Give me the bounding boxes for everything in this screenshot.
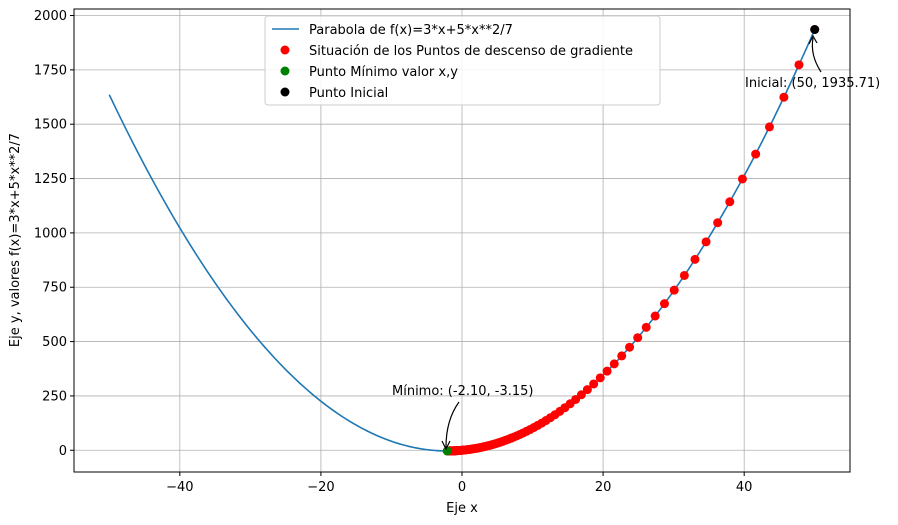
y-tick-label: 1250 bbox=[34, 172, 67, 187]
descent-point bbox=[625, 342, 635, 352]
legend-label-initial: Punto Inicial bbox=[309, 86, 388, 101]
y-tick-label: 0 bbox=[59, 444, 67, 459]
legend-label-descent-points: Situación de los Puntos de descenso de g… bbox=[309, 44, 633, 59]
descent-point bbox=[679, 270, 689, 280]
descent-point bbox=[609, 359, 619, 369]
minimum-point bbox=[442, 446, 452, 456]
descent-point bbox=[589, 379, 599, 389]
annotation-minimum-text: Mínimo: (-2.10, -3.15) bbox=[392, 384, 534, 399]
annotation-initial-arrow bbox=[811, 37, 822, 73]
y-axis-label: Eje y, valores f(x)=3*x+5*x**2/7 bbox=[8, 133, 23, 347]
descent-point bbox=[602, 366, 612, 376]
y-tick-label: 250 bbox=[42, 389, 67, 404]
x-tick-label: 40 bbox=[736, 480, 753, 495]
annotation-initial: Inicial: (50, 1935.71) bbox=[745, 34, 880, 91]
annotation-minimum-arrow bbox=[445, 401, 460, 448]
descent-point bbox=[595, 373, 605, 383]
legend-swatch-minimum bbox=[280, 66, 290, 76]
x-tick-label: 20 bbox=[595, 480, 612, 495]
descent-point bbox=[641, 322, 651, 332]
descent-point bbox=[617, 351, 627, 361]
annotation-initial-text: Inicial: (50, 1935.71) bbox=[745, 76, 880, 91]
legend-box bbox=[264, 15, 661, 106]
legend-label-parabola: Parabola de f(x)=3*x+5*x**2/7 bbox=[309, 23, 513, 38]
x-axis-label: Eje x bbox=[446, 501, 478, 516]
descent-point bbox=[779, 92, 789, 102]
annotation-initial-arrowhead bbox=[808, 34, 818, 45]
descent-point bbox=[751, 149, 761, 159]
legend-swatch-initial bbox=[280, 87, 290, 97]
legend-label-minimum: Punto Mínimo valor x,y bbox=[309, 65, 458, 80]
descent-point bbox=[659, 299, 669, 309]
descent-point bbox=[633, 333, 643, 343]
x-tick-label: −40 bbox=[166, 480, 193, 495]
x-tick-label: −20 bbox=[307, 480, 334, 495]
ticks: −40 −20 0 20 40 0 250 500 750 1000 1250 1500 1750 200… bbox=[34, 9, 753, 495]
descent-point bbox=[713, 218, 723, 228]
y-tick-label: 1750 bbox=[34, 63, 67, 78]
descent-point bbox=[737, 174, 747, 184]
initial-point bbox=[810, 24, 820, 34]
descent-point bbox=[582, 385, 592, 395]
descent-point bbox=[650, 311, 660, 321]
annotation-minimum: Mínimo: (-2.10, -3.15) bbox=[392, 384, 534, 451]
y-tick-label: 500 bbox=[42, 335, 67, 350]
descent-point bbox=[701, 237, 711, 247]
y-tick-label: 750 bbox=[42, 281, 67, 296]
y-tick-label: 1000 bbox=[34, 226, 67, 241]
legend: Parabola de f(x)=3*x+5*x**2/7 Situación … bbox=[264, 15, 661, 106]
descent-point bbox=[794, 60, 804, 70]
y-tick-label: 1500 bbox=[34, 118, 67, 133]
descent-point bbox=[669, 285, 679, 295]
y-tick-label: 2000 bbox=[34, 9, 67, 24]
descent-point bbox=[764, 122, 774, 132]
descent-point bbox=[725, 197, 735, 207]
x-tick-label: 0 bbox=[458, 480, 466, 495]
descent-point bbox=[690, 254, 700, 264]
legend-swatch-descent-points bbox=[280, 45, 290, 55]
annotation-minimum-arrowhead bbox=[441, 440, 451, 451]
